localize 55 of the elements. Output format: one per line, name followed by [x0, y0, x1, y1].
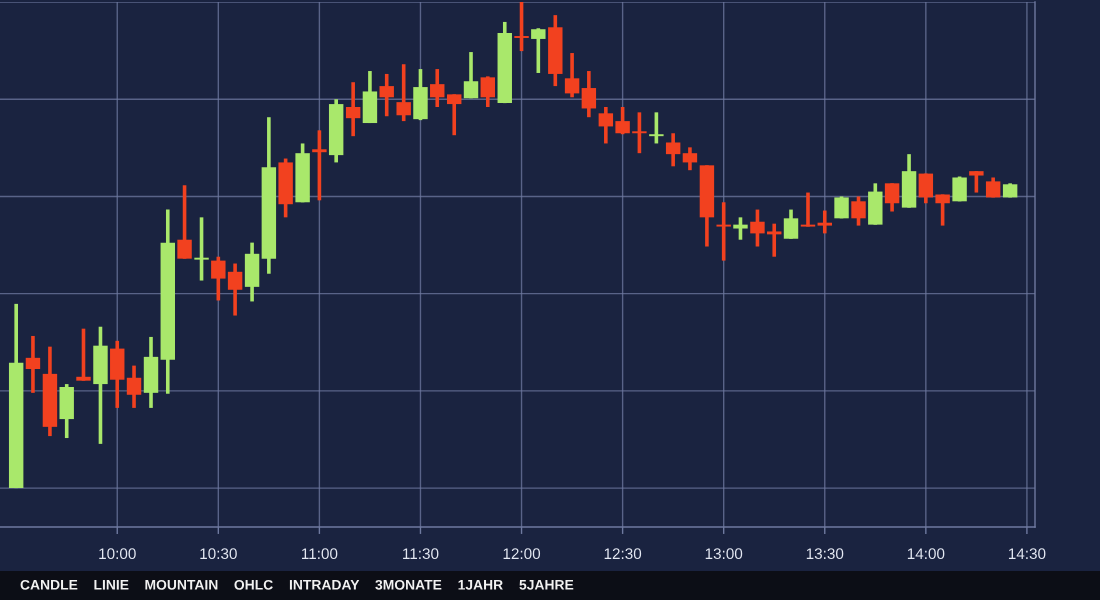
candlestick: [817, 210, 832, 234]
candlestick: [430, 69, 445, 107]
text: MOUNTAIN: [145, 579, 218, 590]
x-tick-label: 14:30: [1008, 548, 1046, 560]
x-tick-label: 14:00: [907, 548, 945, 560]
candlestick: [396, 64, 411, 122]
candlestick: [649, 112, 664, 144]
x-tick-label: 11:00: [302, 548, 338, 560]
candlestick: [480, 76, 495, 107]
candlestick: [126, 365, 142, 408]
text: LINIE: [94, 580, 129, 590]
candlestick: [851, 196, 866, 226]
text: CANDLE: [20, 579, 78, 590]
text: INTRADAY: [289, 580, 360, 590]
x-tick-label: 13:00: [705, 548, 743, 560]
candlestick: [750, 209, 765, 247]
candlestick: [615, 107, 630, 135]
text: 1JAHR: [458, 580, 503, 590]
candlestick: [632, 112, 647, 154]
candlestick: [918, 173, 934, 204]
candlestick: [935, 194, 950, 226]
candlestick: [716, 202, 731, 261]
candlestick: [969, 171, 984, 193]
candlestick: [733, 217, 748, 240]
text: 5JAHRE: [519, 580, 574, 590]
candlestick: [581, 71, 597, 118]
x-tick-label: 10:00: [99, 548, 136, 560]
candlestick: [514, 2, 529, 52]
candlestick: [884, 183, 900, 212]
candlestick: [76, 328, 91, 381]
candlestick: [598, 107, 614, 144]
candlestick: [682, 147, 698, 171]
candlestick: [447, 94, 462, 136]
candlestick: [800, 192, 816, 227]
text: 3MONATE: [375, 579, 442, 590]
candlestick: [463, 52, 479, 99]
candlestick: [767, 223, 782, 257]
candlestick: [783, 209, 799, 239]
candlestick: [531, 28, 546, 73]
candlestick: [211, 256, 226, 301]
candlestick: [194, 217, 209, 281]
candlestick: [227, 263, 243, 316]
candlestick: [345, 82, 361, 137]
text: OHLC: [234, 579, 273, 590]
x-tick-label: 11:30: [403, 548, 439, 560]
x-tick-label: 10:30: [200, 548, 237, 560]
x-tick-label: 13:30: [806, 548, 844, 560]
candlestick: [665, 133, 681, 167]
candlestick: [312, 130, 327, 201]
x-tick-label: 12:00: [503, 548, 541, 560]
candlestick: [25, 334, 41, 393]
candlestick: [177, 185, 192, 259]
x-tick-label: 12:30: [604, 548, 642, 560]
candlestick: [379, 72, 394, 117]
candlestick: [564, 53, 580, 98]
